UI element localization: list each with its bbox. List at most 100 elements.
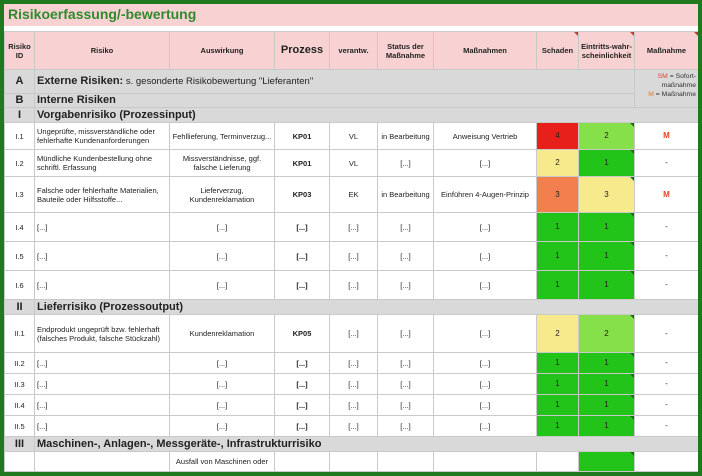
cell-prozess[interactable]: [...] xyxy=(274,394,330,417)
cell-eintritt[interactable]: 2 xyxy=(578,314,635,354)
cell-prozess[interactable]: KP05 xyxy=(274,314,330,354)
cell-massnahmen[interactable]: [...] xyxy=(433,241,537,272)
cell-auswirkung[interactable]: [...] xyxy=(169,415,275,438)
cell-risiko-id[interactable]: II.4 xyxy=(4,394,35,417)
cell-prozess[interactable]: [...] xyxy=(274,373,330,396)
cell-massnahmen[interactable]: [...] xyxy=(433,270,537,301)
cell-massnahmen[interactable]: [...] xyxy=(433,352,537,375)
cell-verantw[interactable]: [...] xyxy=(329,415,378,438)
cell-risiko[interactable] xyxy=(34,451,170,472)
cell-status[interactable]: [...] xyxy=(377,373,434,396)
cell-status[interactable]: in Bearbeitung xyxy=(377,176,434,214)
cell-eintritt[interactable]: 1 xyxy=(578,373,635,396)
cell-risiko-id[interactable]: I.3 xyxy=(4,176,35,214)
cell-risiko-id[interactable]: II.3 xyxy=(4,373,35,396)
cell-massnahme[interactable]: M xyxy=(634,176,698,214)
cell-auswirkung[interactable]: [...] xyxy=(169,212,275,243)
section-ii-title[interactable]: Lieferrisiko (Prozessoutput) xyxy=(34,299,698,316)
cell-schaden[interactable]: 1 xyxy=(536,352,579,375)
header-massnahmen[interactable]: Maßnahmen xyxy=(433,31,537,70)
legend-cell[interactable]: SM = Sofort-maßnahme M = Maßnahme xyxy=(634,68,698,109)
header-risiko-id[interactable]: Risiko ID xyxy=(4,31,35,70)
cell-status[interactable]: in Bearbeitung xyxy=(377,122,434,151)
cell-verantw[interactable]: EK xyxy=(329,176,378,214)
cell-risiko[interactable]: [...] xyxy=(34,394,170,417)
cell-verantw[interactable]: VL xyxy=(329,149,378,178)
cell-verantw[interactable]: [...] xyxy=(329,241,378,272)
cell-prozess[interactable]: [...] xyxy=(274,241,330,272)
cell-auswirkung[interactable]: Lieferverzug, Kundenreklamation xyxy=(169,176,275,214)
cell-massnahme[interactable] xyxy=(634,451,698,472)
cell-massnahmen[interactable]: Einführen 4-Augen-Prinzip xyxy=(433,176,537,214)
section-iii-label[interactable]: III xyxy=(4,436,35,453)
cell-verantw[interactable] xyxy=(329,451,378,472)
cell-risiko[interactable]: [...] xyxy=(34,415,170,438)
header-verantw[interactable]: verantw. xyxy=(329,31,378,70)
cell-schaden[interactable]: 1 xyxy=(536,415,579,438)
cell-schaden[interactable]: 2 xyxy=(536,314,579,354)
cell-status[interactable]: [...] xyxy=(377,241,434,272)
cell-massnahme[interactable]: - xyxy=(634,149,698,178)
cell-massnahme[interactable]: - xyxy=(634,270,698,301)
cell-massnahme[interactable]: - xyxy=(634,314,698,354)
cell-risiko-id[interactable]: I.2 xyxy=(4,149,35,178)
cell-schaden[interactable]: 1 xyxy=(536,212,579,243)
cell-status[interactable]: [...] xyxy=(377,314,434,354)
header-status[interactable]: Status der Maßnahme xyxy=(377,31,434,70)
cell-risiko[interactable]: [...] xyxy=(34,270,170,301)
section-b-label[interactable]: B xyxy=(4,92,35,109)
cell-status[interactable]: [...] xyxy=(377,394,434,417)
cell-prozess[interactable]: KP01 xyxy=(274,149,330,178)
cell-schaden[interactable]: 1 xyxy=(536,373,579,396)
cell-auswirkung[interactable]: Ausfall von Maschinen oder xyxy=(169,451,275,472)
cell-auswirkung[interactable]: [...] xyxy=(169,394,275,417)
cell-prozess[interactable]: [...] xyxy=(274,270,330,301)
cell-prozess[interactable]: [...] xyxy=(274,212,330,243)
cell-risiko-id[interactable]: I.1 xyxy=(4,122,35,151)
cell-auswirkung[interactable]: Kundenreklamation xyxy=(169,314,275,354)
cell-risiko[interactable]: [...] xyxy=(34,373,170,396)
cell-eintritt[interactable]: 1 xyxy=(578,149,635,178)
cell-prozess[interactable]: KP03 xyxy=(274,176,330,214)
cell-verantw[interactable]: VL xyxy=(329,122,378,151)
cell-risiko-id[interactable]: II.2 xyxy=(4,352,35,375)
cell-massnahmen[interactable]: [...] xyxy=(433,314,537,354)
cell-status[interactable]: [...] xyxy=(377,352,434,375)
header-schaden[interactable]: Schaden xyxy=(536,31,579,70)
section-i-label[interactable]: I xyxy=(4,107,35,124)
cell-risiko-id[interactable] xyxy=(4,451,35,472)
cell-schaden[interactable]: 1 xyxy=(536,394,579,417)
cell-massnahmen[interactable]: [...] xyxy=(433,415,537,438)
section-i-title[interactable]: Vorgabenrisiko (Prozessinput) xyxy=(34,107,698,124)
cell-risiko[interactable]: [...] xyxy=(34,212,170,243)
cell-eintritt[interactable]: 2 xyxy=(578,122,635,151)
cell-schaden[interactable]: 1 xyxy=(536,241,579,272)
header-massnahme[interactable]: Maßnahme xyxy=(634,31,698,70)
cell-status[interactable]: [...] xyxy=(377,415,434,438)
cell-massnahmen[interactable]: [...] xyxy=(433,149,537,178)
cell-massnahmen[interactable] xyxy=(433,451,537,472)
cell-auswirkung[interactable]: Missverständnisse, ggf. falsche Lieferun… xyxy=(169,149,275,178)
cell-risiko[interactable]: [...] xyxy=(34,241,170,272)
cell-eintritt[interactable]: 1 xyxy=(578,212,635,243)
cell-eintritt[interactable]: 1 xyxy=(578,394,635,417)
cell-risiko[interactable]: Mündliche Kundenbestellung ohne schriftl… xyxy=(34,149,170,178)
cell-verantw[interactable]: [...] xyxy=(329,212,378,243)
cell-prozess[interactable] xyxy=(274,451,330,472)
cell-status[interactable]: [...] xyxy=(377,149,434,178)
cell-auswirkung[interactable]: Fehllieferung, Terminverzug... xyxy=(169,122,275,151)
cell-auswirkung[interactable]: [...] xyxy=(169,352,275,375)
cell-risiko-id[interactable]: I.4 xyxy=(4,212,35,243)
cell-verantw[interactable]: [...] xyxy=(329,394,378,417)
cell-status[interactable] xyxy=(377,451,434,472)
section-a-label[interactable]: A xyxy=(4,69,35,94)
cell-massnahme[interactable]: - xyxy=(634,241,698,272)
cell-verantw[interactable]: [...] xyxy=(329,270,378,301)
cell-risiko-id[interactable]: II.1 xyxy=(4,314,35,354)
cell-schaden[interactable]: 2 xyxy=(536,149,579,178)
cell-massnahmen[interactable]: [...] xyxy=(433,373,537,396)
cell-verantw[interactable]: [...] xyxy=(329,314,378,354)
cell-massnahme[interactable]: - xyxy=(634,415,698,438)
cell-schaden[interactable]: 1 xyxy=(536,270,579,301)
section-ii-label[interactable]: II xyxy=(4,299,35,316)
